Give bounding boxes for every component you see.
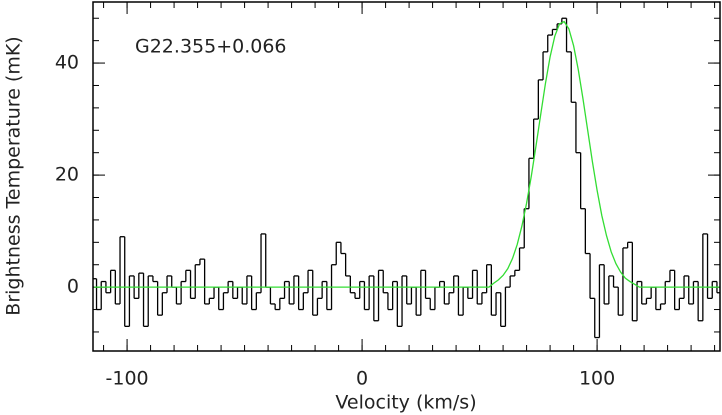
y-tick-label: 0 [67,276,79,298]
x-tick-label: -100 [106,368,149,390]
x-tick-label: 0 [356,368,368,390]
y-tick-label: 20 [55,164,79,186]
plot-frame [92,1,721,352]
y-tick-label: 40 [55,52,79,74]
x-axis-label: Velocity (km/s) [335,392,476,414]
y-axis-label: Brightness Temperature (mK) [3,36,25,315]
fit-line [94,20,720,288]
x-tick-label: 100 [579,368,615,390]
source-annotation: G22.355+0.066 [135,36,287,58]
